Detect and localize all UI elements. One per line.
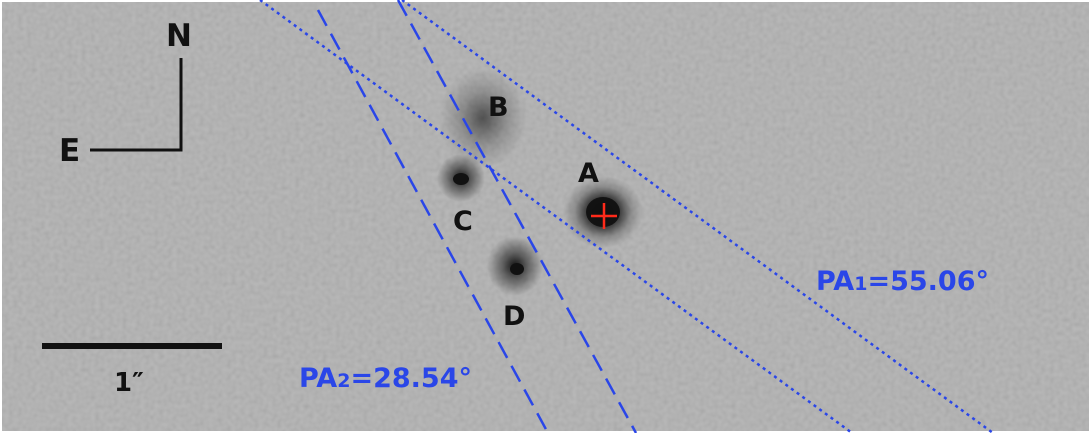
pa2-value: =28.54° [350, 363, 472, 394]
pa1-subscript: 1 [854, 273, 868, 295]
pa1-value: =55.06° [867, 266, 989, 297]
source-a-label: A [578, 158, 599, 189]
pa1-label: PA1=55.06° [816, 268, 989, 295]
pa2-lines [316, 0, 638, 433]
pa1-prefix: PA [816, 266, 855, 297]
compass-east-label: E [59, 133, 81, 169]
pa2-subscript: 2 [337, 370, 351, 392]
pa2-label: PA2=28.54° [299, 365, 472, 392]
compass-arrows [90, 58, 183, 152]
source-c [437, 154, 485, 202]
source-d [487, 236, 543, 296]
source-b-label: B [488, 92, 509, 123]
compass-north-label: N [166, 18, 192, 54]
pa2-prefix: PA [299, 363, 338, 394]
source-d-label: D [503, 301, 526, 332]
source-b [439, 68, 527, 168]
source-a-marker [591, 203, 617, 229]
pa1-lines [259, 0, 994, 433]
source-c-label: C [453, 206, 473, 237]
scale-bar-label: 1″ [114, 368, 144, 398]
